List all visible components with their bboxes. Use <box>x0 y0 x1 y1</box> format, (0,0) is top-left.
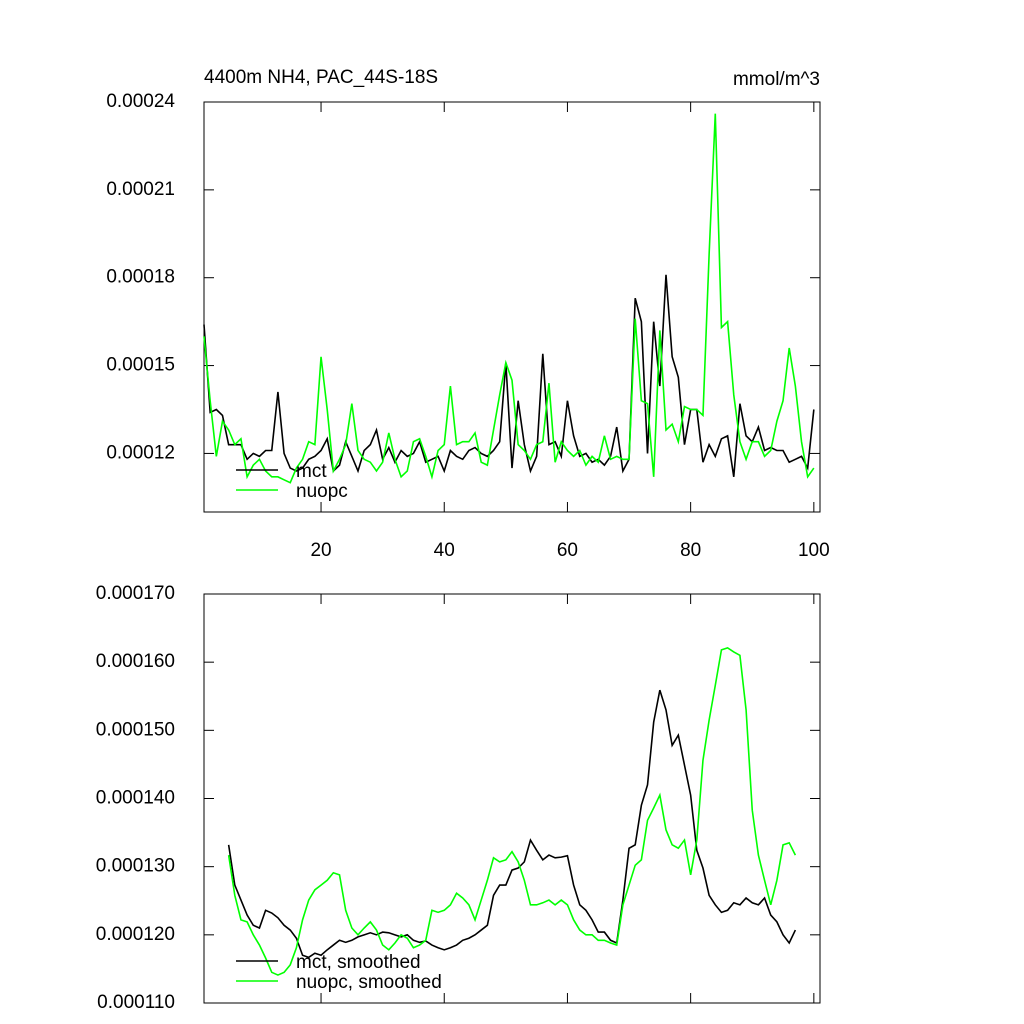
plot-frame <box>203 593 821 1004</box>
data-line <box>203 274 815 477</box>
legend-label: nuopc, smoothed <box>296 972 442 993</box>
y-tick-label: 0.00021 <box>106 179 175 200</box>
x-tick-label: 80 <box>680 540 701 561</box>
y-tick-label: 0.000170 <box>96 583 175 604</box>
legend-label: nuopc <box>296 481 348 502</box>
y-tick-label: 0.00012 <box>106 442 175 463</box>
legend-label: mct <box>296 461 327 482</box>
x-tick-label: 60 <box>557 540 578 561</box>
data-line <box>203 113 815 484</box>
x-tick-label: 100 <box>798 540 830 561</box>
y-tick-label: 0.000150 <box>96 719 175 740</box>
y-tick-label: 0.000140 <box>96 788 175 809</box>
y-tick-label: 0.00015 <box>106 355 175 376</box>
chart-title: 4400m NH4, PAC_44S-18S <box>204 67 438 88</box>
data-line <box>227 646 797 976</box>
x-tick-label: 20 <box>310 540 331 561</box>
legend-label: mct, smoothed <box>296 952 421 973</box>
y-tick-label: 0.00018 <box>106 267 175 288</box>
units-label: mmol/m^3 <box>733 69 820 90</box>
y-tick-label: 0.00024 <box>106 91 175 112</box>
y-tick-label: 0.000160 <box>96 651 175 672</box>
plot-frame <box>203 101 821 513</box>
y-tick-label: 0.000120 <box>96 924 175 945</box>
data-line <box>227 689 797 959</box>
y-tick-label: 0.000110 <box>97 992 175 1013</box>
x-tick-label: 40 <box>434 540 455 561</box>
y-tick-label: 0.000130 <box>96 856 175 877</box>
